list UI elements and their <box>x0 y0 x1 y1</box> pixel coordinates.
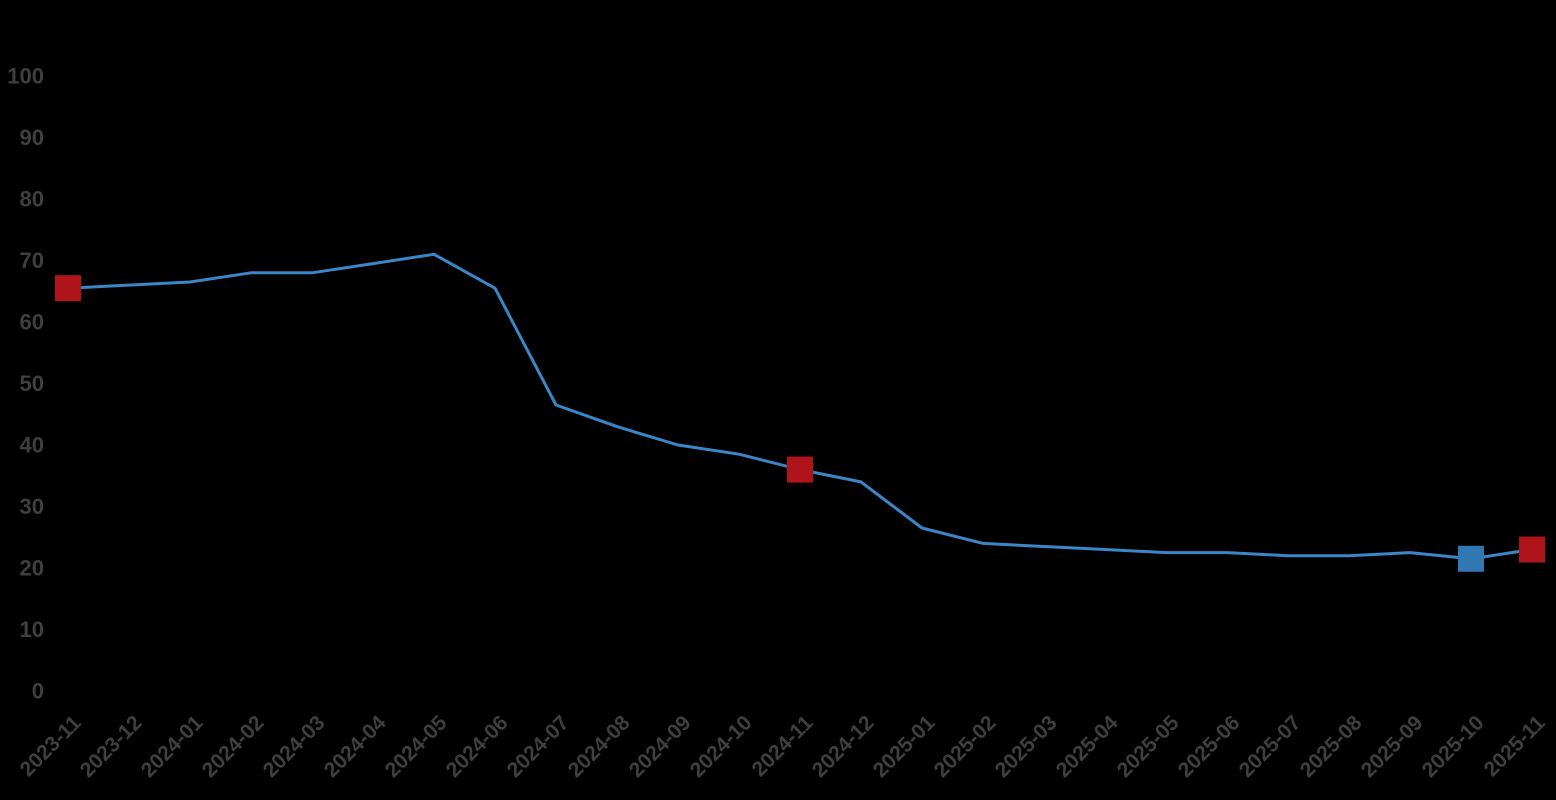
y-axis-tick-label: 40 <box>20 433 44 458</box>
y-axis-tick-label: 70 <box>20 248 44 273</box>
y-axis-tick-label: 0 <box>32 679 44 704</box>
marker-square-2024-11 <box>787 456 813 483</box>
y-axis-tick-label: 60 <box>20 310 44 335</box>
y-axis-tick-label: 80 <box>20 187 44 212</box>
y-axis-tick-label: 10 <box>20 617 44 642</box>
y-axis-tick-label: 30 <box>20 494 44 519</box>
y-axis-tick-label: 50 <box>20 371 44 396</box>
y-axis-tick-label: 20 <box>20 556 44 581</box>
marker-square-2023-11 <box>55 275 81 302</box>
marker-square-2025-10 <box>1458 545 1484 572</box>
marker-square-2025-11 <box>1519 536 1545 563</box>
y-axis-tick-label: 90 <box>20 125 44 150</box>
y-axis-tick-label: 100 <box>7 64 44 89</box>
